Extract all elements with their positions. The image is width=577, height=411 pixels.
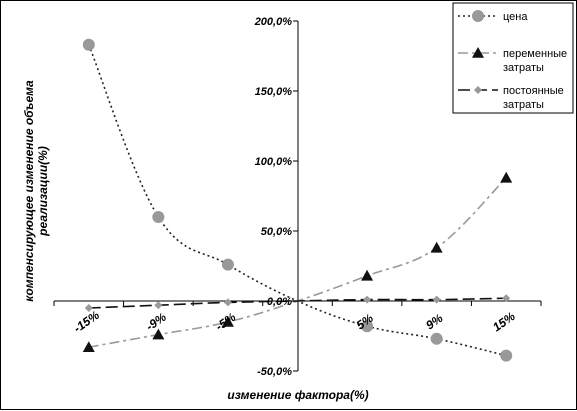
legend-label: постоянные затраты — [503, 85, 564, 111]
data-point-diamond — [432, 295, 441, 304]
data-point-circle — [500, 349, 513, 362]
data-point-triangle — [82, 341, 95, 352]
y-tick-label: 0,0% — [267, 296, 292, 308]
data-point-circle — [472, 10, 484, 22]
x-tick-label: -15% — [71, 308, 102, 336]
data-point-triangle — [472, 47, 484, 58]
y-tick-label: -50,0% — [257, 366, 292, 378]
data-point-triangle — [500, 171, 513, 183]
series-layer — [82, 38, 513, 362]
legend-label: цена — [503, 11, 528, 23]
data-point-diamond — [223, 298, 232, 307]
data-point-circle — [361, 320, 374, 333]
legend-label-line: затраты — [503, 62, 544, 74]
data-point-diamond — [474, 86, 482, 94]
legend: цена переменные затраты постоянные затраты — [452, 2, 574, 114]
data-point-diamond — [84, 304, 93, 312]
y-tick-label: 200,0% — [254, 16, 293, 28]
data-point-circle — [430, 332, 443, 345]
x-tick-label: 15% — [490, 309, 518, 334]
legend-label-line: переменные — [503, 48, 567, 60]
x-tick-label: 9% — [423, 311, 446, 333]
x-tick-label: -5% — [213, 310, 239, 334]
x-axis-title: изменение фактора(%) — [227, 388, 368, 402]
data-point-diamond — [502, 294, 511, 303]
series-1 — [82, 38, 513, 362]
x-tick-label: -9% — [143, 310, 169, 334]
series-3 — [84, 294, 511, 312]
legend-label-line: затраты — [503, 99, 544, 111]
y-axis-title-line: компенсирующее изменение объема — [22, 80, 36, 302]
data-point-diamond — [363, 295, 372, 304]
data-point-circle — [82, 38, 95, 51]
x-tick-label: 5% — [354, 311, 377, 333]
legend-box — [452, 2, 574, 114]
y-axis-title: компенсирующее изменение объемареализаци… — [22, 80, 50, 302]
data-point-triangle — [430, 241, 443, 253]
y-tick-label: 150,0% — [255, 86, 293, 98]
data-point-diamond — [154, 301, 163, 310]
data-point-triangle — [221, 316, 234, 327]
y-axis-title-line: реализации(%) — [36, 146, 50, 237]
legend-label-line: постоянные — [503, 85, 564, 97]
y-tick-label: 50,0% — [261, 226, 292, 238]
y-tick-label: 100,0% — [255, 156, 293, 168]
legend-label: переменные затраты — [503, 48, 567, 74]
data-point-circle — [221, 258, 234, 271]
data-point-triangle — [152, 328, 165, 340]
legend-label-line: цена — [503, 11, 528, 23]
data-point-circle — [152, 211, 165, 223]
axis-labels: -50,0% 0,0% 50,0% 100,0% 150,0% 200,0% -15% -9%… — [22, 16, 518, 402]
data-point-triangle — [361, 269, 374, 281]
